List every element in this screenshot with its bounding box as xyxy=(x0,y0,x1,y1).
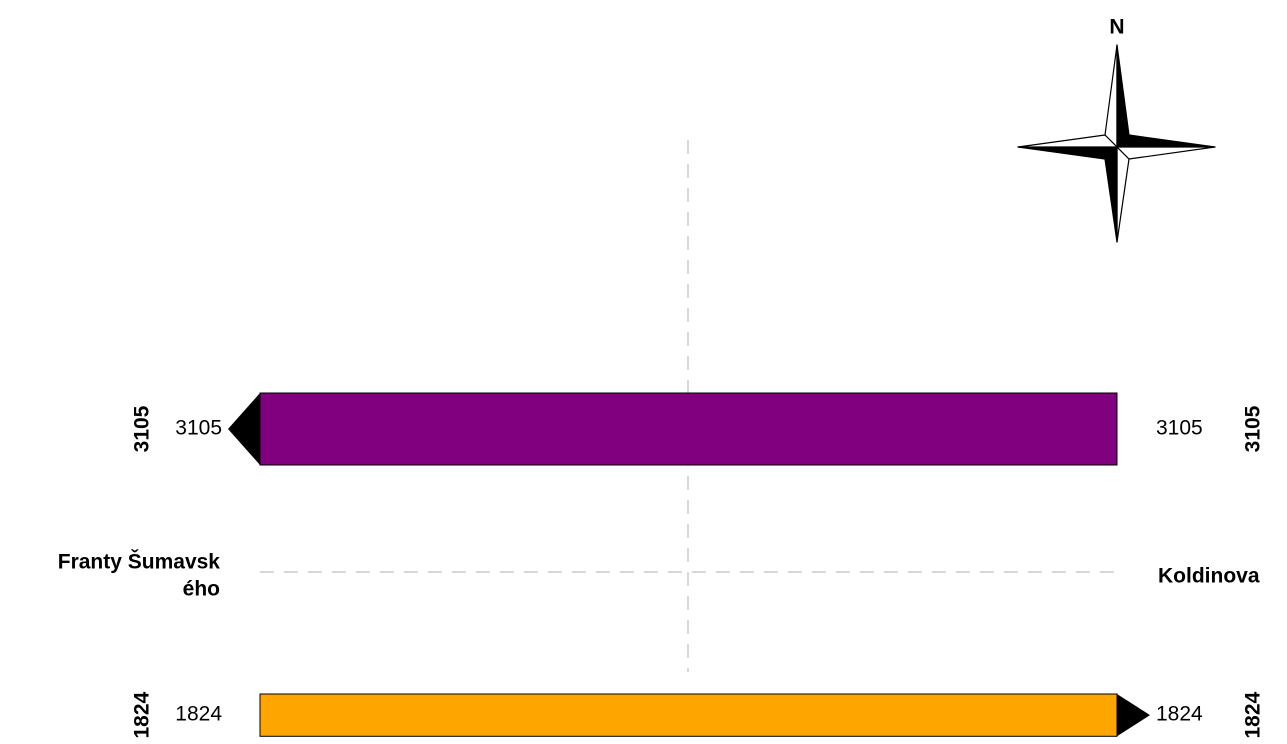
street-name: Koldinova xyxy=(1158,565,1260,588)
direction-arrow xyxy=(1117,694,1150,737)
compass-label: N xyxy=(1109,16,1124,39)
lane-value: 3105 xyxy=(1156,417,1203,440)
lane-value-rotated: 3105 xyxy=(1242,405,1265,452)
street-name: Franty Šumavsk xyxy=(58,550,221,574)
lane-value: 1824 xyxy=(1156,703,1203,726)
lane-value-rotated: 1824 xyxy=(131,691,154,738)
lane-value: 1824 xyxy=(175,703,222,726)
street-name: ého xyxy=(183,578,220,601)
lane-bar xyxy=(259,693,1118,737)
lane-value-rotated: 3105 xyxy=(131,405,154,452)
compass xyxy=(1017,44,1216,243)
direction-arrow xyxy=(228,393,260,465)
lane-bar xyxy=(259,392,1118,466)
lane-value-rotated: 1824 xyxy=(1242,691,1265,738)
lane-value: 3105 xyxy=(175,417,222,440)
